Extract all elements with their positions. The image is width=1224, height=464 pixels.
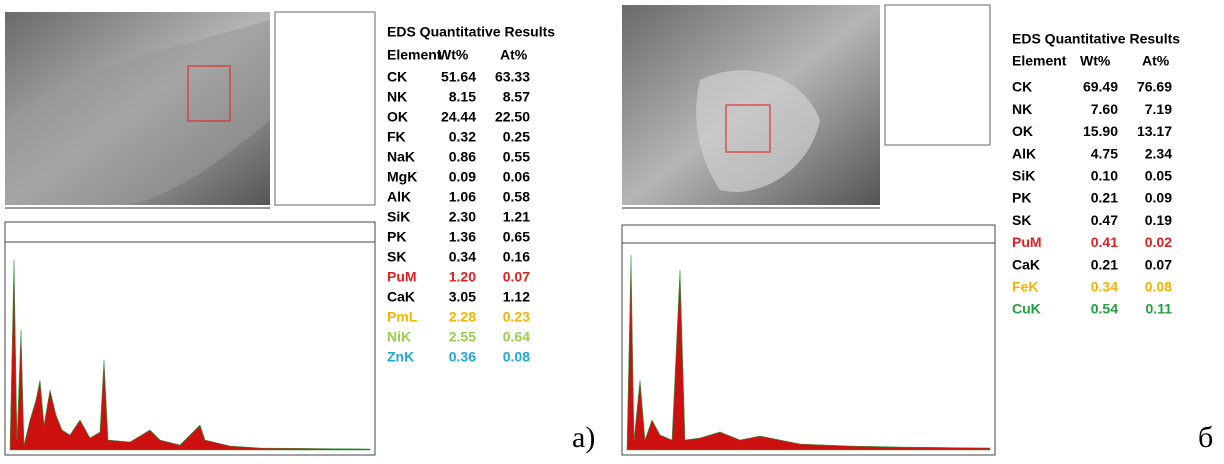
element-cell: PuM xyxy=(1012,234,1042,250)
element-cell: NaK xyxy=(387,149,415,165)
wt-cell: 15.90 xyxy=(1083,123,1118,139)
at-cell: 0.09 xyxy=(1145,190,1172,206)
table-header: At% xyxy=(500,47,528,63)
at-cell: 0.55 xyxy=(503,149,530,165)
element-cell: NK xyxy=(387,89,407,105)
wt-cell: 3.05 xyxy=(449,289,476,305)
wt-cell: 1.36 xyxy=(449,229,476,245)
element-cell: SK xyxy=(387,249,406,265)
wt-cell: 0.32 xyxy=(449,129,476,145)
element-cell: SiK xyxy=(1012,168,1035,184)
wt-cell: 24.44 xyxy=(441,109,476,125)
at-cell: 1.21 xyxy=(503,209,530,225)
element-cell: AlK xyxy=(387,189,411,205)
element-cell: OK xyxy=(387,109,408,125)
sem-image xyxy=(622,5,880,209)
element-cell: NiK xyxy=(387,329,411,345)
element-cell: FeK xyxy=(1012,279,1038,295)
at-cell: 0.02 xyxy=(1145,234,1172,250)
wt-cell: 0.34 xyxy=(1091,279,1118,295)
at-cell: 7.19 xyxy=(1145,101,1172,117)
wt-cell: 0.34 xyxy=(449,249,476,265)
wt-cell: 0.09 xyxy=(449,169,476,185)
wt-cell: 2.55 xyxy=(449,329,476,345)
spectrum xyxy=(621,224,996,456)
at-cell: 0.08 xyxy=(1145,279,1172,295)
panel-label: б xyxy=(1198,421,1213,454)
panel-label: а) xyxy=(572,421,595,454)
element-cell: AlK xyxy=(1012,145,1036,161)
element-cell: PK xyxy=(1012,190,1031,206)
wt-cell: 8.15 xyxy=(449,89,476,105)
wt-cell: 69.49 xyxy=(1083,79,1118,95)
element-cell: PuM xyxy=(387,269,417,285)
wt-cell: 7.60 xyxy=(1091,101,1118,117)
wt-cell: 0.10 xyxy=(1091,168,1118,184)
at-cell: 0.64 xyxy=(503,329,530,345)
at-cell: 0.08 xyxy=(503,349,530,365)
wt-cell: 0.86 xyxy=(449,149,476,165)
element-cell: CaK xyxy=(387,289,415,305)
at-cell: 0.23 xyxy=(503,309,530,325)
at-cell: 0.05 xyxy=(1145,168,1172,184)
inset-table xyxy=(884,4,991,146)
table-title: EDS Quantitative Results xyxy=(387,24,555,40)
element-cell: SK xyxy=(1012,212,1031,228)
element-cell: CuK xyxy=(1012,301,1041,317)
at-cell: 0.19 xyxy=(1145,212,1172,228)
wt-cell: 0.21 xyxy=(1091,190,1118,206)
at-cell: 2.34 xyxy=(1145,145,1172,161)
table-header: Wt% xyxy=(438,47,469,63)
wt-cell: 0.36 xyxy=(449,349,476,365)
at-cell: 0.65 xyxy=(503,229,530,245)
wt-cell: 0.47 xyxy=(1091,212,1118,228)
table-header: Element xyxy=(387,47,442,63)
inset-table xyxy=(274,11,376,206)
sem-image xyxy=(5,12,270,209)
element-cell: MgK xyxy=(387,169,417,185)
spectrum xyxy=(4,221,376,456)
element-cell: PmL xyxy=(387,309,418,325)
wt-cell: 0.21 xyxy=(1091,256,1118,272)
wt-cell: 1.20 xyxy=(449,269,476,285)
at-cell: 76.69 xyxy=(1137,79,1172,95)
at-cell: 63.33 xyxy=(495,69,530,85)
element-cell: CaK xyxy=(1012,256,1040,272)
element-cell: FK xyxy=(387,129,406,145)
element-cell: NK xyxy=(1012,101,1032,117)
table-header: Element xyxy=(1012,53,1067,69)
element-cell: ZnK xyxy=(387,349,414,365)
table-title: EDS Quantitative Results xyxy=(1012,31,1180,47)
wt-cell: 2.28 xyxy=(449,309,476,325)
table-header: At% xyxy=(1142,53,1170,69)
at-cell: 0.11 xyxy=(1146,301,1173,317)
wt-cell: 1.06 xyxy=(449,189,476,205)
element-cell: CK xyxy=(387,69,407,85)
at-cell: 0.25 xyxy=(503,129,530,145)
at-cell: 13.17 xyxy=(1137,123,1172,139)
at-cell: 0.07 xyxy=(503,269,530,285)
wt-cell: 2.30 xyxy=(449,209,476,225)
table-header: Wt% xyxy=(1080,53,1111,69)
at-cell: 0.06 xyxy=(503,169,530,185)
at-cell: 0.58 xyxy=(503,189,530,205)
element-cell: SiK xyxy=(387,209,410,225)
at-cell: 1.12 xyxy=(503,289,530,305)
at-cell: 22.50 xyxy=(495,109,530,125)
at-cell: 8.57 xyxy=(503,89,530,105)
element-cell: OK xyxy=(1012,123,1033,139)
element-cell: PK xyxy=(387,229,406,245)
wt-cell: 4.75 xyxy=(1091,145,1118,161)
at-cell: 0.07 xyxy=(1145,256,1172,272)
element-cell: CK xyxy=(1012,79,1032,95)
wt-cell: 0.41 xyxy=(1091,234,1118,250)
wt-cell: 51.64 xyxy=(441,69,476,85)
at-cell: 0.16 xyxy=(503,249,530,265)
wt-cell: 0.54 xyxy=(1091,301,1118,317)
